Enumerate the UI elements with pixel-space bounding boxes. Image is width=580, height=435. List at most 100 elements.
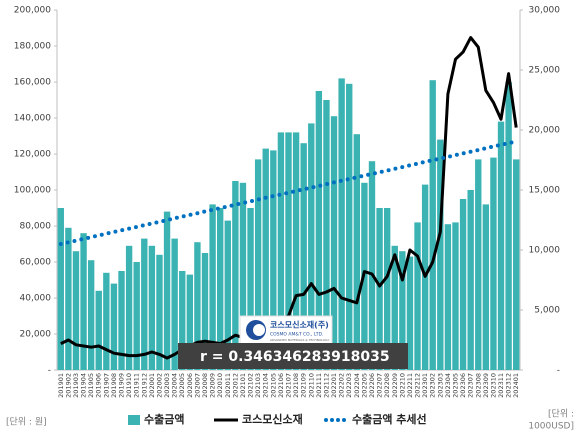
- bar: [482, 204, 490, 370]
- x-tick-label: 202106: [277, 373, 285, 398]
- trend-line: [58, 139, 519, 246]
- y2-tick-label: 15,000: [529, 186, 561, 196]
- x-tick-label: 201912: [140, 373, 148, 398]
- y2-tick-label: -: [557, 366, 560, 376]
- bar: [224, 220, 231, 370]
- bar: [209, 204, 216, 370]
- bar: [308, 123, 315, 371]
- x-tick-label: 202006: [186, 373, 194, 398]
- x-tick-label: 202211: [406, 373, 414, 398]
- bar: [497, 121, 505, 370]
- x-tick-label: 202003: [163, 373, 171, 398]
- y-tick-label: 60,000: [20, 258, 52, 268]
- bar: [156, 254, 163, 370]
- x-tick-label: 202208: [383, 373, 391, 398]
- x-tick-label: 201907: [102, 373, 110, 398]
- x-tick-label: 202308: [474, 373, 482, 398]
- bar: [300, 143, 307, 370]
- x-tick-label: 202306: [459, 373, 467, 398]
- y-tick-label: -: [48, 366, 51, 376]
- legend-label: 수출금액: [144, 412, 184, 426]
- bar: [171, 238, 178, 370]
- bar: [110, 283, 118, 370]
- x-tick-label: 202304: [444, 373, 452, 398]
- x-tick-label: 202309: [482, 373, 490, 398]
- logo-company: COSMO AM&T CO., LTD.: [270, 332, 323, 338]
- x-tick-label: 202204: [353, 373, 361, 398]
- left-unit: [단위 : 원]: [6, 417, 47, 428]
- x-tick-label: 202008: [201, 373, 209, 398]
- bar: [239, 182, 247, 370]
- x-tick-label: 202209: [391, 373, 399, 398]
- bar: [315, 91, 323, 370]
- x-tick-label: 202005: [178, 373, 186, 398]
- x-tick-label: 202009: [209, 373, 217, 398]
- x-tick-label: 202105: [269, 373, 277, 398]
- x-tick-label: 202202: [338, 373, 346, 398]
- bar: [186, 274, 194, 370]
- bar: [459, 199, 467, 370]
- x-tick-label: 202206: [368, 373, 376, 398]
- y-tick-label: 140,000: [14, 114, 51, 124]
- logo-tagline: ADVANCED MATERIALS & TECHNOLOGY: [270, 338, 329, 342]
- bar: [490, 157, 497, 370]
- bar: [391, 245, 398, 370]
- x-tick-label: 202111: [315, 373, 323, 398]
- y-tick-label: 80,000: [20, 222, 52, 232]
- logo-name: 코스모신소재(주): [270, 320, 329, 330]
- x-tick-label: 201903: [72, 373, 80, 398]
- bar: [475, 159, 482, 370]
- y2-tick-label: 10,000: [529, 246, 561, 256]
- right-unit: [단위 :: [548, 409, 574, 420]
- x-tick-label: 202201: [330, 373, 338, 398]
- x-tick-label: 202312: [505, 373, 513, 398]
- x-tick-label: 202107: [285, 373, 293, 398]
- x-tick-label: 202010: [216, 373, 224, 398]
- x-tick-label: 202001: [148, 373, 156, 398]
- bar: [141, 238, 148, 370]
- x-tick-label: 202205: [360, 373, 368, 398]
- x-tick-label: 202007: [193, 373, 201, 398]
- x-tick-label: 202303: [436, 373, 444, 398]
- bar: [414, 222, 421, 370]
- y-tick-label: 120,000: [14, 150, 51, 160]
- bar: [95, 290, 102, 370]
- bar: [72, 251, 80, 370]
- bar: [217, 208, 224, 370]
- annotation: r = 0.346346283918035: [200, 349, 390, 365]
- x-tick-label: 201910: [125, 373, 133, 398]
- x-tick-label: 201901: [57, 373, 65, 398]
- x-tick-label: 201904: [80, 373, 88, 398]
- bar: [505, 82, 512, 370]
- x-tick-label: 202004: [171, 373, 179, 398]
- bar: [285, 132, 292, 370]
- y-tick-label: 40,000: [20, 294, 52, 304]
- bar: [65, 227, 72, 370]
- x-tick-label: 202311: [497, 373, 505, 398]
- x-tick-label: 201909: [118, 373, 126, 398]
- bar: [399, 251, 406, 370]
- bar: [277, 132, 285, 370]
- x-tick-label: 202310: [489, 373, 497, 398]
- bar: [444, 224, 452, 370]
- bar: [148, 245, 156, 370]
- y-tick-label: 20,000: [20, 330, 52, 340]
- x-tick-label: 201905: [87, 373, 95, 398]
- x-tick-label: 202305: [451, 373, 459, 398]
- bar: [338, 78, 345, 371]
- legend-label: 코스모신소재: [242, 412, 303, 426]
- x-tick-label: 202110: [307, 373, 315, 398]
- x-tick-label: 202104: [262, 373, 270, 398]
- bar: [383, 208, 391, 370]
- x-tick-label: 202101: [239, 373, 247, 398]
- bar: [353, 134, 360, 370]
- bar: [179, 271, 186, 370]
- y2-tick-label: 20,000: [529, 126, 561, 136]
- x-tick-label: 202109: [300, 373, 308, 398]
- x-tick-label: 201908: [110, 373, 118, 398]
- x-tick-label: 202011: [224, 373, 232, 398]
- x-tick-label: 202207: [376, 373, 384, 398]
- bar: [118, 271, 125, 370]
- x-tick-label: 202212: [414, 373, 422, 398]
